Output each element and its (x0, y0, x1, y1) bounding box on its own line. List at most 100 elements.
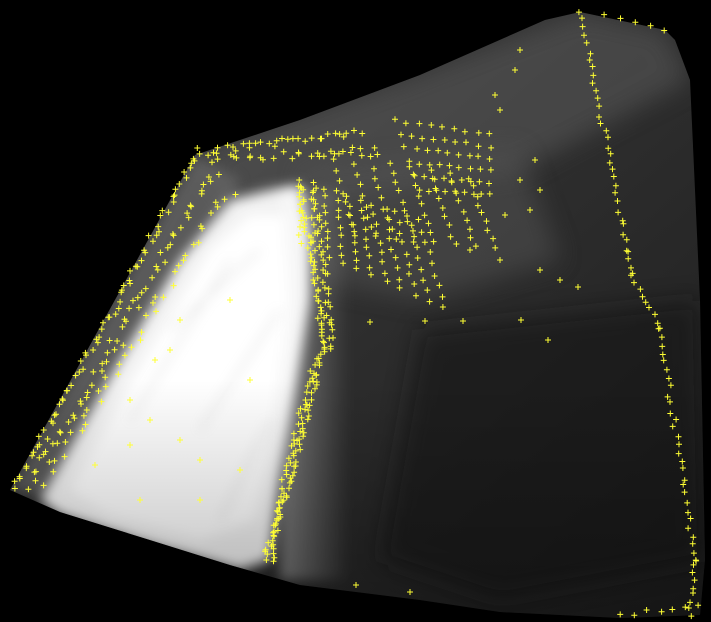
sample-marker (298, 240, 305, 247)
sample-marker (372, 233, 379, 239)
sample-marker (295, 232, 302, 238)
sample-marker (346, 203, 353, 210)
sample-marker (312, 200, 319, 207)
sample-marker (466, 152, 473, 159)
sample-marker (436, 161, 443, 168)
sample-marker (447, 170, 454, 177)
sample-marker (324, 131, 331, 137)
sample-marker (127, 397, 133, 403)
sample-marker (596, 114, 602, 120)
sample-marker (297, 428, 304, 435)
sample-marker (411, 233, 418, 240)
sample-marker (384, 206, 391, 213)
sample-marker (370, 211, 377, 218)
sample-marker (98, 326, 105, 333)
sample-marker (318, 310, 325, 317)
sample-marker (135, 304, 142, 311)
sample-marker (310, 221, 317, 228)
sample-marker (127, 280, 134, 287)
sample-marker (581, 32, 587, 39)
sample-marker (324, 243, 331, 250)
sample-marker (426, 298, 433, 305)
sample-marker (579, 15, 585, 22)
sample-marker (399, 238, 405, 245)
sample-marker (396, 284, 403, 291)
sample-marker (357, 197, 364, 204)
sample-marker (306, 378, 313, 385)
sample-marker (83, 394, 90, 401)
sample-marker (172, 186, 179, 193)
sample-marker (308, 234, 314, 241)
sample-marker (300, 186, 307, 193)
sample-marker (167, 241, 174, 248)
sample-marker (170, 199, 177, 205)
sample-marker (271, 554, 278, 561)
sample-marker (351, 127, 357, 134)
sample-marker (252, 140, 259, 147)
sample-marker (296, 441, 303, 448)
sample-marker (412, 182, 419, 189)
sample-marker (322, 209, 329, 216)
sample-marker (264, 551, 271, 558)
sample-marker (145, 232, 152, 239)
sample-marker (352, 248, 359, 255)
sample-marker (257, 139, 264, 146)
sample-marker (396, 219, 403, 226)
sample-marker (439, 123, 445, 130)
sample-marker (100, 319, 106, 326)
sample-marker (321, 284, 328, 291)
sample-marker (690, 590, 696, 596)
sample-marker (321, 348, 328, 355)
sample-marker (271, 143, 278, 150)
sample-marker (392, 116, 398, 123)
sample-marker (687, 515, 694, 522)
sample-marker (486, 190, 493, 197)
sample-marker (474, 202, 481, 209)
sample-marker (323, 312, 330, 319)
sample-marker (126, 305, 133, 312)
sample-marker (318, 332, 325, 339)
sample-marker (430, 238, 437, 245)
sample-marker (605, 134, 611, 141)
sample-marker (427, 229, 434, 236)
sample-marker (394, 264, 401, 271)
sample-marker (288, 442, 295, 449)
sample-point-markers (11, 9, 702, 620)
sample-marker (367, 153, 374, 160)
sample-marker (152, 294, 159, 300)
sample-marker (673, 416, 680, 423)
sample-marker (198, 187, 205, 194)
sample-marker (330, 334, 336, 341)
sample-marker (360, 215, 367, 222)
sample-marker (96, 334, 103, 341)
sample-marker (308, 196, 315, 203)
sample-marker (455, 151, 462, 158)
sample-marker (273, 507, 280, 514)
sample-marker (155, 223, 162, 230)
sample-marker (478, 191, 485, 197)
sample-marker (36, 441, 43, 448)
sample-marker (104, 349, 111, 356)
sample-marker (367, 319, 373, 325)
sample-marker (414, 145, 421, 152)
sample-marker (103, 358, 110, 365)
sample-marker (42, 448, 49, 455)
sample-marker (153, 232, 160, 239)
sample-marker (351, 232, 358, 239)
sample-marker (298, 414, 305, 421)
sample-marker (460, 208, 467, 215)
sample-marker (297, 223, 303, 230)
sample-marker (138, 329, 145, 336)
sample-marker (188, 203, 195, 210)
sample-marker (280, 148, 287, 155)
sample-marker (311, 280, 318, 287)
sample-marker (298, 217, 305, 224)
sample-marker (512, 67, 518, 73)
sample-marker (200, 181, 207, 188)
sample-marker (388, 246, 394, 253)
sample-marker (312, 385, 318, 392)
sample-marker (343, 193, 350, 200)
sample-marker (436, 282, 443, 289)
sample-marker (317, 304, 324, 311)
sample-marker (302, 406, 308, 413)
